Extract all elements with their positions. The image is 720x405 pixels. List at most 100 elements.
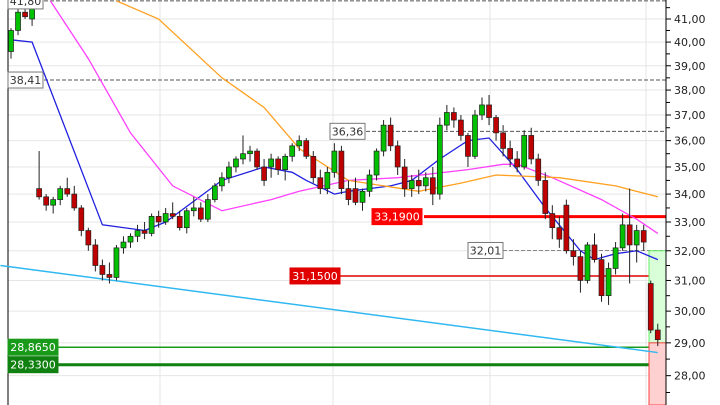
axis-tick-label: 35,00 [674, 161, 706, 174]
candle-body [654, 329, 661, 340]
candle-body [268, 158, 274, 168]
candle-body [619, 224, 626, 249]
candle-body [556, 227, 563, 240]
candle-body [197, 207, 204, 220]
candle-body [605, 268, 612, 297]
price-axis: 41,00 40,00 39,00 38,00 37,00 36,00 35,00 34,00… [665, 0, 720, 405]
axis-background [666, 0, 720, 405]
candle-body [401, 166, 408, 189]
candle-body [324, 171, 331, 189]
candle-body [338, 150, 345, 189]
ma_mid-line [49, 0, 659, 234]
level-label-box [7, 356, 59, 374]
candle-body [141, 230, 148, 234]
ma_slow-line [116, 0, 658, 198]
axis-tick-label: 28,00 [674, 370, 706, 383]
candle-body [387, 124, 394, 147]
candle-body [261, 166, 267, 181]
candle-body [528, 135, 535, 160]
grid [7, 0, 666, 405]
candle-body [99, 265, 106, 275]
axis-tick-label: 39,00 [674, 60, 706, 73]
level-label: 31,1500 [292, 270, 338, 283]
candles [8, 5, 661, 347]
candle-body [500, 132, 506, 149]
level-label: 36,36 [332, 125, 364, 138]
candle-body [535, 158, 542, 181]
candle-body [64, 188, 71, 195]
axis-tick-label: 40,00 [674, 36, 706, 49]
candle-body [247, 150, 253, 155]
level-label: 28,8650 [10, 341, 56, 354]
candle-body [57, 188, 64, 200]
candle-body [458, 119, 464, 136]
candle-body [43, 196, 50, 206]
level-label-box [289, 267, 341, 285]
candle-body [612, 247, 619, 269]
candle-body [219, 177, 225, 187]
candle-body [85, 230, 92, 246]
candle-body [289, 145, 296, 157]
candle-body [549, 213, 556, 229]
candle-body [429, 177, 436, 195]
candle-body [254, 150, 260, 168]
candle-body [190, 207, 197, 212]
candle-body [436, 124, 443, 195]
axis-tick-label: 38,00 [674, 84, 706, 97]
candle-body [233, 158, 239, 168]
level-label: 41,80 [10, 0, 42, 8]
candle-body [212, 185, 218, 200]
candle-body [451, 112, 457, 121]
candle-body [507, 148, 513, 160]
candle-body [479, 104, 485, 116]
candle-body [345, 188, 352, 200]
candle-body [92, 244, 99, 266]
candle-body [542, 180, 549, 214]
candle-body [78, 207, 85, 231]
candle-body [310, 155, 317, 179]
axis-tick-label: 32,00 [674, 245, 706, 258]
candle-body [204, 199, 211, 220]
axis-tick-label: 37,00 [674, 109, 706, 122]
level-label: 33,1900 [374, 211, 420, 224]
candle-body [162, 213, 169, 223]
level-label: 32,01 [470, 244, 502, 257]
candle-body [422, 177, 429, 187]
candle-body [408, 180, 415, 189]
candle-body [169, 213, 176, 217]
candle-body [176, 215, 183, 229]
candle-body [317, 177, 324, 189]
candle-body [521, 135, 528, 168]
level-label-box [7, 0, 44, 10]
candle-body [352, 188, 359, 203]
axis-tick-label: 41,00 [674, 13, 706, 26]
candle-body [282, 155, 289, 170]
axis-tick-label: 31,00 [674, 274, 706, 287]
candle-body [626, 224, 633, 246]
candle-body [148, 215, 155, 234]
candle-body [71, 193, 78, 209]
candle-body [36, 188, 42, 198]
candle-body [331, 150, 338, 173]
candle-body [570, 250, 577, 257]
candle-body [240, 153, 246, 160]
candle-body [415, 180, 422, 187]
candle-body [22, 11, 28, 18]
candle-body [633, 230, 640, 246]
candle-body [577, 256, 584, 281]
candle-body [465, 135, 471, 157]
candle-body [155, 215, 162, 223]
level-label-box [467, 241, 504, 259]
trendline [0, 264, 658, 354]
axis-tick-label: 34,00 [674, 188, 706, 201]
candle-body [106, 274, 113, 278]
candle-body [134, 230, 141, 237]
axis-tick-label: 33,00 [674, 216, 706, 229]
candle-body [647, 283, 654, 331]
level-label: 28,3300 [10, 359, 56, 372]
axis-tick-label: 30,00 [674, 305, 706, 318]
level-label: 38,41 [10, 74, 42, 87]
axis-tick-label: 29,00 [674, 337, 706, 350]
candle-body [598, 259, 605, 297]
